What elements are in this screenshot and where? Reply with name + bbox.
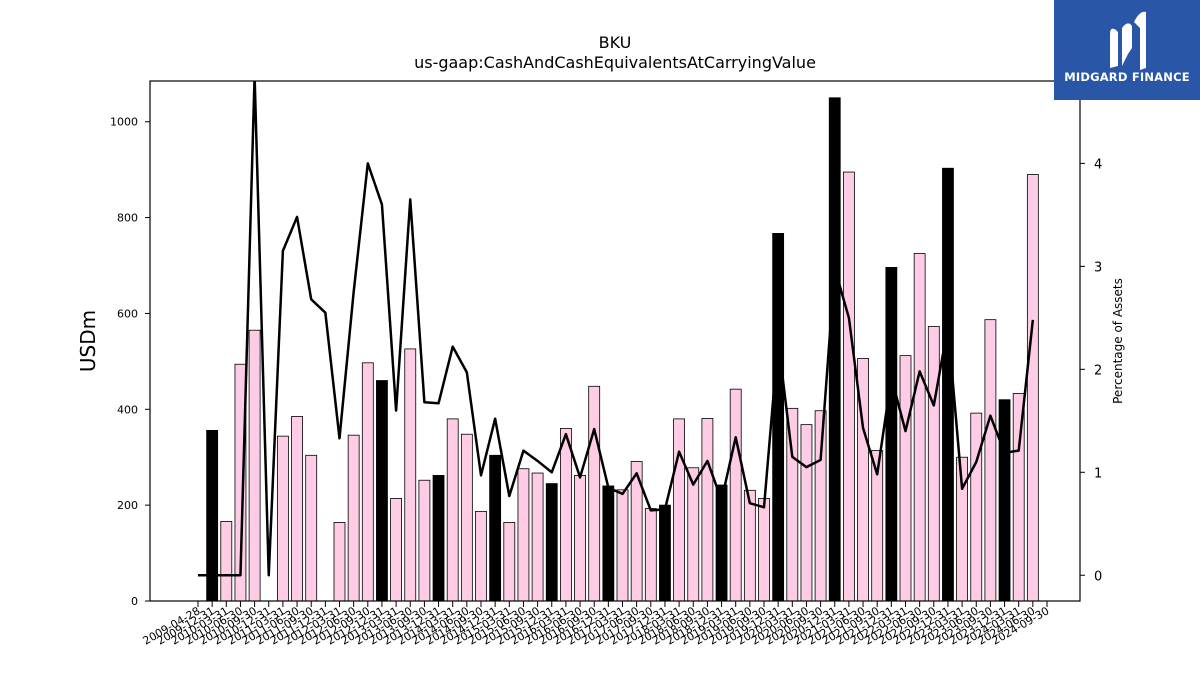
bar-2018-06-30 (687, 467, 700, 602)
chart-subtitle: us-gaap:CashAndCashEquivalentsAtCarrying… (414, 53, 816, 72)
bar-2015-06-30 (517, 468, 530, 602)
bar-2019-12-31 (772, 233, 785, 602)
bar-2017-12-31 (659, 504, 671, 602)
bar-2020-12-31 (828, 97, 841, 602)
y-tick-label-0: 0 (131, 595, 138, 608)
bar-2016-09-30 (588, 385, 601, 602)
bar-2018-12-31 (715, 484, 728, 602)
y-tick-label-400: 400 (117, 403, 138, 416)
bar-2013-03-31 (390, 498, 403, 602)
bar-2024-06-30 (1026, 174, 1039, 602)
y-right-tick-label-3: 3 (1094, 260, 1102, 275)
y-tick-label-200: 200 (117, 499, 138, 512)
percentage-of-assets-line (198, 81, 1035, 577)
y-right-tick-label-2: 2 (1094, 363, 1102, 378)
bar-2016-06-30 (574, 475, 586, 602)
bar-2013-12-31 (432, 475, 445, 602)
chart-title: BKU (599, 33, 632, 52)
y-right-tick-label-0: 0 (1094, 569, 1102, 584)
bar-2014-06-30 (460, 433, 473, 602)
bar-2017-03-31 (616, 489, 629, 602)
y-axis-right-label: Percentage of Assets (1111, 278, 1125, 404)
brand-logo-text: MIDGARD FINANCE (1064, 70, 1190, 84)
bar-2013-06-30 (404, 348, 417, 602)
brand-logo: MIDGARD FINANCE (1054, 0, 1200, 100)
bar-2021-03-31 (843, 171, 855, 602)
bar-2022-03-31 (899, 355, 912, 602)
bar-2012-12-31 (376, 380, 388, 602)
bar-2023-12-31 (998, 399, 1011, 602)
bar-2010-09-30 (248, 329, 261, 602)
bar-2022-09-30 (927, 325, 940, 602)
bar-2018-09-30 (701, 417, 714, 602)
bar-2019-09-30 (758, 498, 770, 602)
bar-2022-06-30 (913, 253, 926, 602)
y-tick-label-600: 600 (117, 307, 138, 320)
bar-2013-09-30 (418, 479, 431, 602)
bar-series (206, 97, 1039, 602)
bar-2020-03-31 (786, 407, 799, 602)
y-right-tick-label-1: 1 (1094, 466, 1102, 481)
midgard-logo-icon (1110, 11, 1146, 70)
bar-2023-06-30 (970, 412, 983, 602)
bar-2015-09-30 (531, 472, 544, 602)
bar-2023-09-30 (984, 319, 997, 602)
line-series (198, 81, 1035, 577)
bar-2010-03-31 (220, 521, 233, 602)
bar-2019-06-30 (743, 489, 756, 602)
bar-2012-03-31 (333, 522, 346, 602)
y-axis-label: USDm (76, 310, 100, 372)
bar-2017-09-30 (644, 508, 657, 602)
bar-2012-09-30 (361, 362, 374, 602)
bar-2021-12-31 (885, 267, 898, 602)
bar-2018-03-31 (673, 418, 685, 602)
bar-2014-03-31 (446, 418, 459, 602)
bar-2016-03-31 (560, 428, 572, 602)
bar-2012-06-30 (347, 434, 360, 602)
bar-2020-09-30 (814, 410, 827, 602)
plot-frame (149, 80, 1081, 602)
bar-2019-03-31 (729, 388, 742, 602)
bar-2016-12-31 (602, 485, 615, 602)
bar-2015-03-31 (503, 522, 516, 602)
bar-2011-03-31 (276, 435, 289, 602)
y-tick-label-800: 800 (117, 212, 138, 225)
bar-2020-06-30 (800, 424, 813, 602)
bar-2011-09-30 (305, 454, 318, 602)
y-right-tick-label-4: 4 (1094, 157, 1102, 172)
bar-2014-12-31 (489, 454, 502, 602)
y-tick-label-1000: 1000 (110, 116, 138, 129)
bar-2014-09-30 (475, 510, 487, 602)
bar-2011-06-30 (291, 416, 303, 602)
bar-2015-12-31 (545, 483, 558, 602)
